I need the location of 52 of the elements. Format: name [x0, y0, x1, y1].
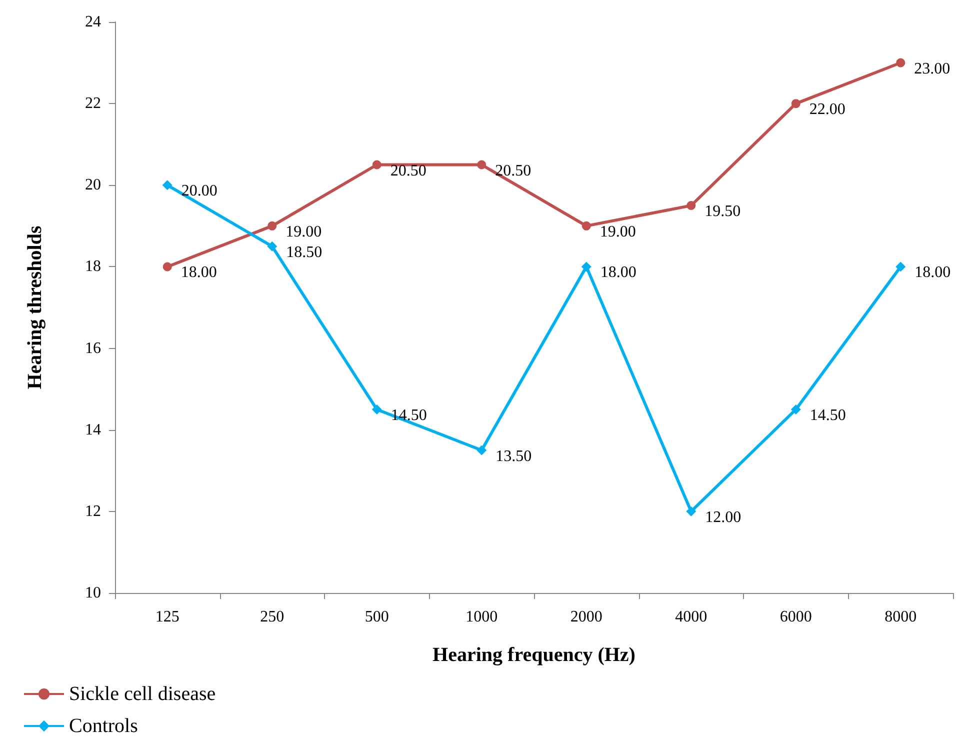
- point: [581, 262, 592, 272]
- point: [791, 99, 800, 108]
- data-label: 19.00: [600, 223, 636, 240]
- y-tick-label: 22: [85, 95, 101, 112]
- x-tick-label: 500: [364, 608, 389, 626]
- y-tick-label: 18: [85, 258, 101, 276]
- data-label: 18.00: [914, 264, 951, 282]
- y-tick-label: 10: [85, 584, 101, 602]
- point: [372, 404, 382, 414]
- point: [267, 241, 278, 252]
- data-label: 19.00: [286, 223, 322, 240]
- data-label: 22.00: [809, 101, 846, 118]
- data-label: 19.50: [704, 203, 741, 220]
- point: [686, 201, 696, 210]
- point: [476, 445, 487, 456]
- point: [162, 180, 172, 190]
- x-tick-label: 250: [260, 608, 284, 626]
- x-axis-title: Hearing frequency (Hz): [432, 644, 636, 666]
- x-tick-label: 4000: [675, 608, 708, 626]
- y-tick-label: 16: [85, 340, 101, 357]
- legend-label: Controls: [69, 715, 138, 737]
- data-label: 14.50: [390, 406, 427, 424]
- point: [582, 221, 591, 230]
- x-tick-label: 6000: [780, 608, 812, 626]
- data-label: 18.00: [600, 264, 636, 282]
- point: [896, 262, 906, 272]
- data-label: 12.00: [705, 508, 742, 526]
- point: [268, 221, 277, 230]
- x-tick-label: 125: [155, 608, 180, 626]
- data-label: 20.00: [181, 182, 218, 200]
- y-tick-label: 24: [85, 14, 101, 30]
- data-label: 18.50: [286, 244, 322, 261]
- data-label: 20.50: [390, 162, 426, 180]
- point: [896, 58, 906, 68]
- x-tick-label: 1000: [466, 608, 498, 626]
- y-tick-label: 12: [85, 502, 101, 520]
- point: [162, 262, 172, 272]
- x-tick-label: 8000: [884, 608, 917, 626]
- data-label: 18.00: [180, 264, 217, 282]
- data-label: 14.50: [810, 406, 846, 424]
- data-label: 13.50: [496, 448, 532, 465]
- x-tick-label: 2000: [570, 608, 602, 626]
- y-axis-title: Hearing thresholds: [24, 226, 46, 390]
- y-tick-label: 14: [85, 421, 101, 438]
- data-label: 23.00: [914, 60, 950, 78]
- point: [477, 160, 486, 170]
- data-label: 20.50: [495, 162, 532, 180]
- point: [372, 160, 382, 170]
- y-tick-label: 20: [85, 176, 101, 194]
- point: [686, 506, 696, 516]
- legend-label: Sickle cell disease: [69, 683, 216, 705]
- point: [790, 404, 801, 414]
